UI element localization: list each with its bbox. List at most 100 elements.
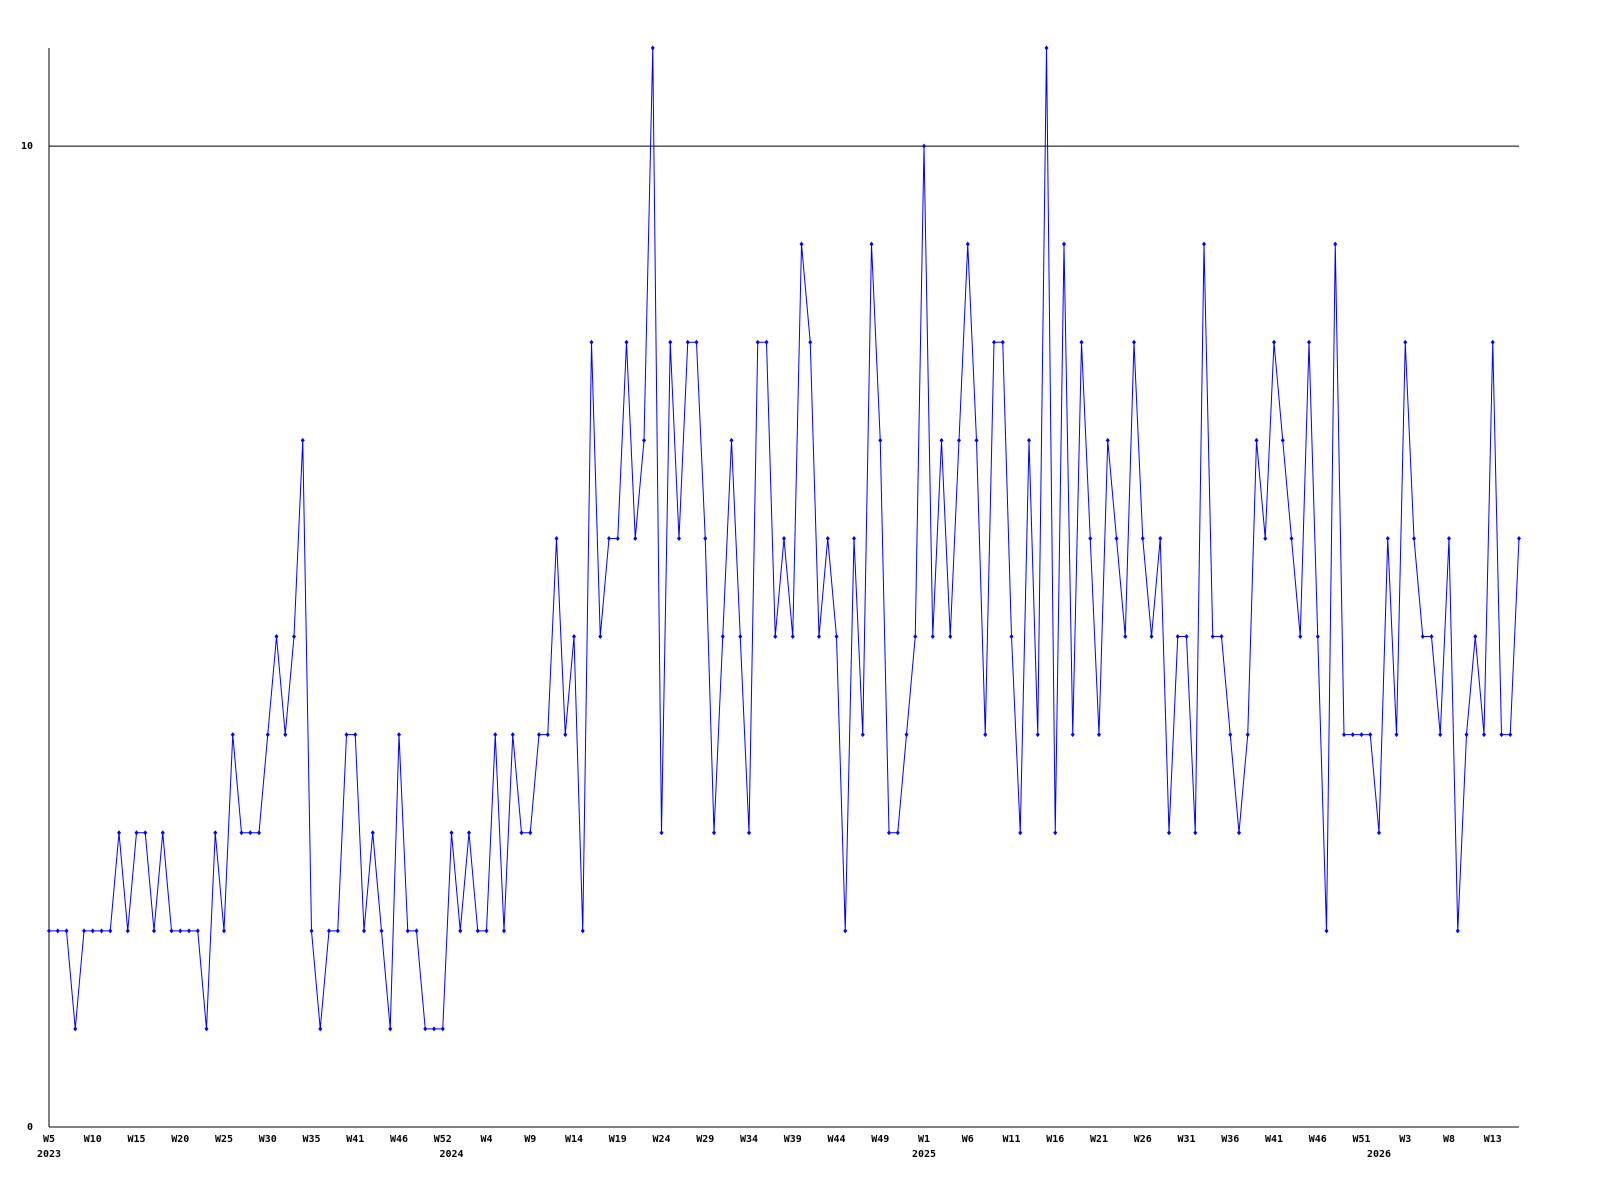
x-tick-label: W21: [1090, 1134, 1108, 1145]
data-point: [405, 928, 410, 934]
data-point: [1403, 339, 1408, 345]
data-point: [152, 928, 156, 934]
x-tick-label: W6: [962, 1134, 974, 1145]
x-tick-label: W29: [696, 1134, 714, 1145]
data-point: [677, 535, 681, 541]
data-point: [1009, 634, 1014, 640]
data-point: [720, 634, 725, 640]
data-point: [1368, 732, 1373, 738]
data-point: [47, 928, 51, 934]
x-tick-label: W20: [171, 1134, 189, 1145]
data-point: [1000, 339, 1005, 345]
data-point: [869, 241, 874, 247]
data-point: [528, 830, 533, 836]
x-tick-label: W41: [346, 1134, 364, 1145]
data-point: [790, 634, 795, 640]
data-point: [843, 928, 848, 934]
data-point: [265, 732, 270, 738]
data-point: [327, 928, 331, 934]
data-point: [467, 830, 471, 836]
data-point: [519, 830, 524, 836]
data-point: [195, 928, 200, 934]
data-point: [860, 732, 865, 738]
data-point: [257, 830, 261, 836]
x-tick-label: W52: [434, 1134, 452, 1145]
data-point: [108, 928, 113, 934]
data-point: [1132, 339, 1136, 345]
x-year-label: 2026: [1367, 1149, 1391, 1160]
data-point: [782, 535, 786, 541]
data-point: [1359, 732, 1364, 738]
data-point: [370, 830, 375, 836]
data-point: [1420, 634, 1425, 640]
data-point: [773, 634, 778, 640]
data-point: [160, 830, 165, 836]
data-point: [668, 339, 673, 345]
x-tick-label: W31: [1177, 1134, 1195, 1145]
data-point: [1167, 830, 1171, 836]
data-point: [1394, 732, 1399, 738]
x-tick-label: W46: [390, 1134, 408, 1145]
data-point: [659, 830, 664, 836]
data-point: [974, 437, 979, 443]
data-point: [475, 928, 480, 934]
data-point: [580, 928, 585, 934]
x-tick-label: W25: [215, 1134, 233, 1145]
data-point: [545, 732, 550, 738]
data-point: [1482, 732, 1486, 738]
data-point: [493, 732, 498, 738]
data-point: [440, 1026, 445, 1032]
data-point: [808, 339, 813, 345]
data-point: [1035, 732, 1040, 738]
data-point: [362, 928, 366, 934]
x-tick-label: W35: [302, 1134, 320, 1145]
data-point: [1184, 634, 1189, 640]
data-point: [1385, 535, 1390, 541]
data-point: [747, 830, 751, 836]
data-point: [755, 339, 760, 345]
x-tick-label: W41: [1265, 1134, 1283, 1145]
x-tick-label: W3: [1399, 1134, 1411, 1145]
x-tick-label: W36: [1221, 1134, 1239, 1145]
x-tick-label: W10: [84, 1134, 102, 1145]
data-point: [598, 634, 603, 640]
data-point: [852, 535, 856, 541]
data-point: [213, 830, 218, 836]
data-point: [563, 732, 568, 738]
data-point: [1123, 634, 1128, 640]
data-point: [738, 634, 743, 640]
data-point: [125, 928, 130, 934]
data-point: [615, 535, 620, 541]
data-point: [1350, 732, 1355, 738]
data-point: [248, 830, 253, 836]
data-point: [957, 437, 961, 443]
data-point: [388, 1026, 393, 1032]
data-point: [1517, 535, 1521, 541]
data-point: [423, 1026, 428, 1032]
x-tick-label: W14: [565, 1134, 583, 1145]
data-point: [300, 437, 305, 443]
data-point: [353, 732, 358, 738]
data-point: [1140, 535, 1145, 541]
data-point: [1307, 339, 1311, 345]
x-tick-label: W44: [827, 1134, 845, 1145]
x-tick-label: W49: [871, 1134, 889, 1145]
x-year-label: 2024: [439, 1149, 463, 1160]
data-point: [510, 732, 515, 738]
data-point: [134, 830, 139, 836]
data-point: [834, 634, 839, 640]
data-point: [1193, 830, 1198, 836]
data-point: [537, 732, 541, 738]
data-point: [414, 928, 419, 934]
x-tick-label: W13: [1484, 1134, 1502, 1145]
data-point: [633, 535, 638, 541]
x-tick-label: W30: [259, 1134, 277, 1145]
x-tick-label: W5: [43, 1134, 55, 1145]
x-tick-label: W11: [1002, 1134, 1020, 1145]
data-point: [1280, 437, 1285, 443]
data-point: [939, 437, 944, 443]
data-point: [1175, 634, 1180, 640]
data-point: [379, 928, 384, 934]
data-point: [1027, 437, 1031, 443]
data-point: [1210, 634, 1215, 640]
